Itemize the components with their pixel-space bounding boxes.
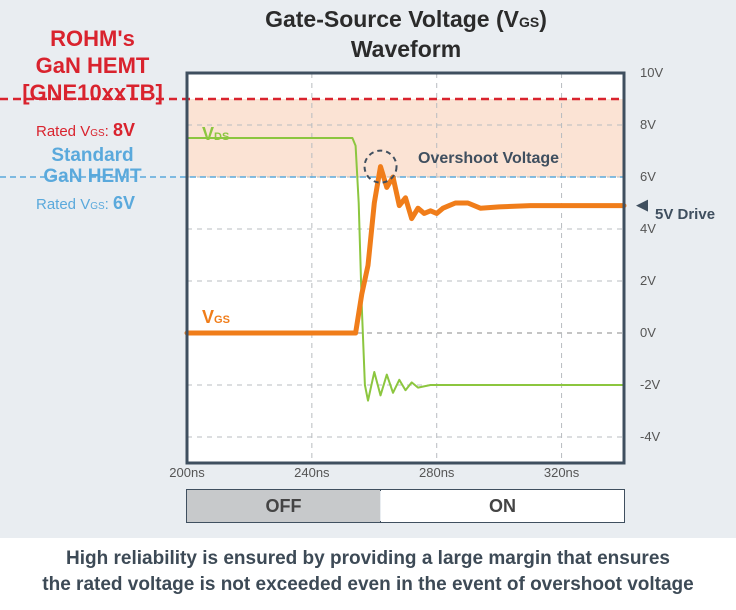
rohm-name-line-3: [GNE10xxTB] [22, 80, 163, 105]
standard-rated-value: 6V [113, 193, 136, 213]
chart-title-line-2: Waveform [350, 36, 462, 62]
y-tick-label: -4V [640, 429, 661, 444]
state-off: OFF [187, 490, 380, 522]
standard-rated-label: Rated VGS: 6V [36, 193, 136, 213]
series-line-vds [186, 137, 625, 402]
footer-line-1: High reliability is ensured by providing… [66, 548, 670, 569]
drive-label: 5V Drive [655, 206, 716, 223]
rohm-name-line-2: GaN HEMT [35, 53, 150, 78]
vds-series-label: VDS [202, 124, 230, 144]
footer-box: High reliability is ensured by providing… [0, 538, 736, 610]
y-tick-label: -2V [640, 377, 661, 392]
series-line-vgs [184, 164, 627, 336]
rohm-name-line-1: ROHM's [50, 26, 135, 51]
footer-line-2: the rated voltage is not exceeded even i… [42, 574, 694, 595]
vgs-series-label: VGS [202, 307, 230, 327]
state-on: ON [381, 490, 624, 522]
y-tick-label: 8V [640, 117, 656, 132]
standard-name-line-1: Standard [51, 145, 134, 166]
rohm-rated-label: Rated VGS: 8V [36, 120, 136, 140]
rohm-rated-value: 8V [113, 120, 136, 140]
y-tick-label: 0V [640, 325, 656, 340]
y-tick-label: 2V [640, 273, 656, 288]
drive-arrow-icon [636, 199, 648, 212]
x-tick-label: 320ns [544, 465, 580, 480]
x-tick-label: 280ns [419, 465, 455, 480]
overshoot-circle [363, 149, 398, 184]
chart-title-line-1: Gate-Source Voltage (VGS) [265, 6, 547, 32]
y-tick-label: 6V [640, 169, 656, 184]
y-tick-label: 10V [640, 65, 663, 80]
plot-frame [185, 71, 626, 465]
x-tick-label: 240ns [294, 465, 330, 480]
y-tick-label: 4V [640, 221, 656, 236]
overshoot-label: Overshoot Voltage [418, 150, 560, 167]
x-tick-label: 200ns [169, 465, 205, 480]
